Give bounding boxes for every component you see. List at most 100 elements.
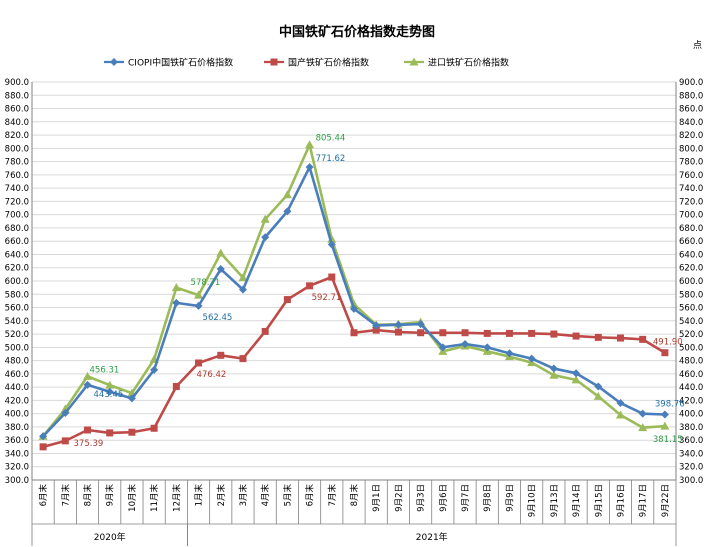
data-point (105, 380, 115, 389)
y-tick-label-left: 420.0 (5, 396, 29, 406)
data-label: 381.15 (653, 435, 683, 445)
x-tick-label: 10月末 (127, 484, 138, 512)
legend-entry-2: 进口铁矿石价格指数 (404, 57, 509, 69)
y-tick-label-left: 600.0 (5, 277, 29, 287)
data-point (61, 409, 70, 418)
data-point (571, 375, 581, 384)
y-tick-label-right: 840.0 (679, 118, 703, 128)
y-tick-label-left: 880.0 (5, 91, 29, 101)
data-point (505, 329, 513, 337)
y-tick-label-left: 460.0 (5, 370, 29, 380)
data-point (282, 190, 292, 199)
data-point (327, 240, 336, 249)
x-tick-label: 12月末 (171, 484, 182, 512)
y-tick-label-left: 680.0 (5, 224, 29, 234)
y-tick-label-right: 420.0 (679, 396, 703, 406)
data-point (438, 343, 447, 352)
x-tick-label: 9月14日 (572, 484, 582, 517)
legend: CIOPI中国铁矿石价格指数 国产铁矿石价格指数 进口铁矿石价格指数 (104, 57, 509, 69)
y-tick-label-left: 580.0 (5, 290, 29, 300)
x-tick-label: 9月15日 (594, 484, 604, 517)
y-tick-label-right: 860.0 (679, 105, 703, 115)
y-tick-label-left: 440.0 (5, 383, 29, 393)
data-point (106, 429, 114, 437)
data-point (83, 371, 93, 380)
data-label: 805.44 (316, 134, 346, 144)
y-tick-label-left: 660.0 (5, 237, 29, 247)
data-point (572, 369, 581, 378)
data-point (239, 355, 247, 363)
y-tick-label-left: 760.0 (5, 171, 29, 181)
data-point (194, 301, 203, 310)
y-tick-label-left: 520.0 (5, 330, 29, 340)
y-tick-label-right: 700.0 (679, 211, 703, 221)
y-tick-label-right: 680.0 (679, 224, 703, 234)
data-point (416, 320, 425, 329)
data-point (594, 333, 602, 341)
y-tick-label-right: 300.0 (679, 476, 703, 486)
data-point (572, 332, 580, 340)
legend-label: 国产铁矿石价格指数 (288, 57, 369, 69)
x-tick-label: 9月8日 (483, 484, 493, 512)
data-point (615, 410, 625, 419)
x-tick-label: 5月末 (282, 484, 293, 507)
y-tick-label-right: 880.0 (679, 91, 703, 101)
x-tick-label: 3月末 (238, 484, 249, 507)
data-point (660, 421, 670, 430)
x-tick-label: 7月末 (327, 484, 338, 507)
legend-swatch-marker (270, 58, 278, 66)
data-point (528, 329, 536, 337)
data-point (350, 304, 358, 313)
data-point (306, 282, 314, 290)
x-tick-label: 9月16日 (616, 484, 626, 517)
data-point (328, 273, 336, 281)
data-point (172, 382, 180, 390)
y-tick-label-right: 820.0 (679, 131, 703, 141)
data-point (283, 207, 292, 216)
data-label: 592.71 (312, 293, 342, 303)
series-0 (39, 163, 669, 441)
data-point (417, 329, 425, 337)
x-tick-label: 2月末 (216, 484, 227, 507)
y-tick-label-left: 540.0 (5, 317, 29, 327)
data-point (216, 265, 225, 274)
y-tick-label-left: 340.0 (5, 449, 29, 459)
data-point (128, 428, 136, 436)
x-tick-label: 9月6日 (439, 484, 449, 512)
y-tick-label-left: 840.0 (5, 118, 29, 128)
x-tick-label: 6月末 (38, 484, 49, 507)
data-label: 562.45 (203, 313, 233, 323)
y-tick-label-right: 580.0 (679, 290, 703, 300)
data-point (638, 409, 647, 418)
y-tick-label-left: 300.0 (5, 476, 29, 486)
gridlines (32, 81, 676, 481)
axes (31, 82, 677, 546)
data-point (39, 432, 48, 441)
data-point (84, 426, 92, 434)
y-tick-label-left: 400.0 (5, 410, 29, 420)
legend-swatch-marker (409, 57, 419, 66)
data-point (483, 329, 491, 337)
x-tick-label: 9月9日 (505, 484, 515, 512)
data-point (394, 328, 402, 336)
y-tick-label-right: 480.0 (679, 357, 703, 367)
x-tick-label: 6月末 (305, 484, 316, 507)
y-tick-label-left: 820.0 (5, 131, 29, 141)
y-tick-label-right: 660.0 (679, 237, 703, 247)
y-tick-label-left: 560.0 (5, 304, 29, 314)
y-tick-label-right: 780.0 (679, 158, 703, 168)
y-tick-label-right: 520.0 (679, 330, 703, 340)
data-point (549, 364, 558, 373)
data-point (660, 410, 669, 419)
data-point (505, 349, 514, 358)
x-axis-groups: 2020年 2021年 (94, 531, 448, 543)
data-point (150, 365, 159, 374)
x-tick-label: 9月22日 (661, 484, 671, 517)
data-point (461, 340, 470, 349)
data-point (172, 298, 181, 307)
data-point (372, 321, 381, 330)
data-point (216, 248, 226, 257)
data-point (394, 320, 403, 329)
